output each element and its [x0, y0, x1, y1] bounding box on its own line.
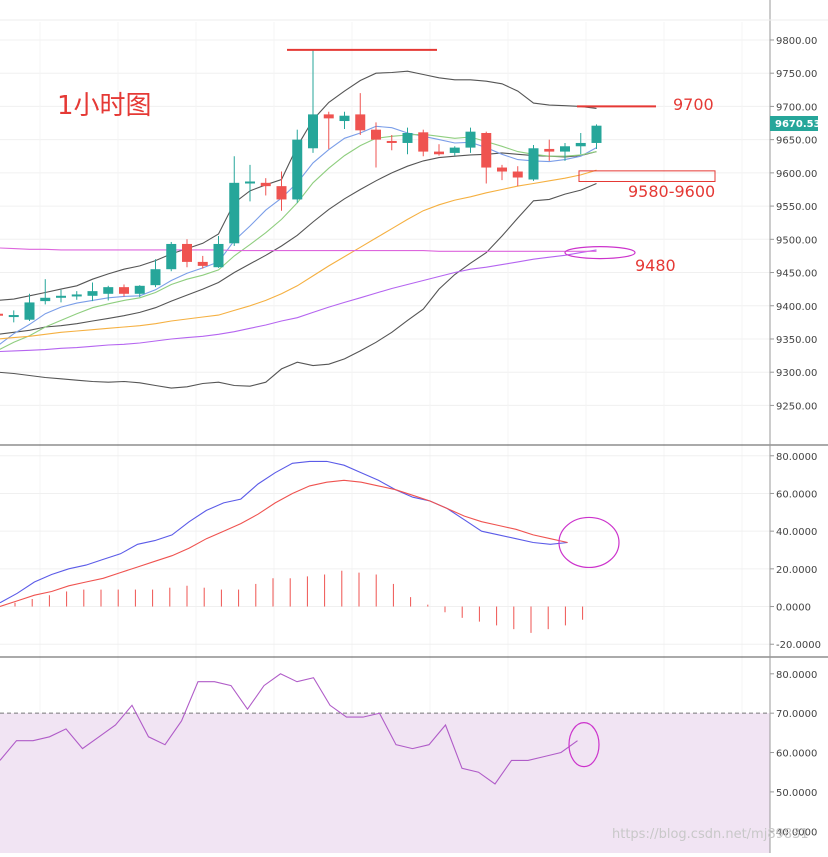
candle-body	[434, 151, 444, 155]
candle-body	[56, 295, 66, 298]
candle-body	[8, 315, 19, 318]
macd-tick-label: 40.0000	[776, 527, 817, 538]
watermark: https://blog.csdn.net/mj89831	[612, 827, 809, 842]
candle-body	[418, 132, 429, 152]
price-tick-label: 9300.00	[776, 368, 817, 379]
price-tick-label: 9400.00	[776, 302, 817, 313]
candle-body	[150, 269, 161, 286]
annotation-9480: 9480	[635, 256, 676, 275]
macd-tick-label: 60.0000	[776, 489, 817, 500]
rsi-tick-label: 60.0000	[776, 749, 817, 760]
support-9480-ellipse	[564, 245, 636, 260]
candle-body	[591, 125, 602, 143]
macd-signal-line	[0, 479, 568, 608]
candle-body	[465, 131, 476, 148]
candle-body	[229, 182, 240, 244]
candle-body	[0, 313, 3, 316]
rsi-tick-label: 70.0000	[776, 709, 817, 720]
price-tick-label: 9550.00	[776, 202, 817, 213]
annotation-9580-9600: 9580-9600	[628, 182, 715, 201]
rsi-overbought-zone	[0, 713, 770, 853]
annotations-layer	[287, 48, 716, 768]
macd-tick-label: 0.0000	[776, 603, 811, 614]
candle-body	[134, 285, 145, 294]
price-tick-label: 9350.00	[776, 335, 817, 346]
candle-body	[182, 243, 192, 262]
candle-body	[166, 243, 177, 270]
candle-body	[481, 132, 492, 168]
candle-body	[213, 243, 224, 268]
price-tick-label: 9250.00	[776, 401, 817, 412]
macd-layer	[0, 460, 584, 633]
candle-body	[119, 287, 129, 294]
candle-body	[449, 147, 460, 153]
candles-layer	[0, 49, 602, 323]
moving-average-layer	[0, 70, 597, 389]
candle-body	[245, 181, 255, 184]
candle-body	[276, 186, 287, 200]
candle-body	[575, 142, 586, 147]
macd-highlight-ellipse	[558, 516, 620, 569]
candle-body	[544, 148, 555, 152]
rsi-tick-label: 80.0000	[776, 670, 817, 681]
candle-body	[386, 140, 397, 143]
candle-body	[355, 114, 366, 131]
current-price-label: 9670.53	[775, 119, 821, 130]
price-tick-label: 9600.00	[776, 169, 817, 180]
ma-long-orange-line	[0, 169, 597, 340]
candle-body	[323, 114, 334, 119]
candle-body	[260, 182, 271, 187]
current-price-badge	[770, 116, 818, 131]
candle-body	[308, 114, 318, 149]
macd-tick-label: 20.0000	[776, 565, 817, 576]
chart-title: 1小时图	[57, 91, 152, 121]
candle-body	[371, 129, 381, 140]
price-tick-label: 9750.00	[776, 69, 817, 80]
ma-purple-line	[0, 249, 597, 353]
candle-body	[339, 115, 350, 122]
rsi-tick-label: 40.0000	[776, 827, 817, 838]
price-tick-label: 9450.00	[776, 269, 817, 280]
rsi-layer	[0, 673, 770, 785]
macd-fast-line	[0, 460, 568, 604]
candle-body	[560, 146, 570, 152]
candle-body	[71, 294, 82, 297]
candle-body	[402, 132, 413, 143]
price-tick-label: 9650.00	[776, 136, 817, 147]
flat-magenta-line	[0, 247, 597, 252]
candle-body	[512, 171, 523, 178]
candle-body	[24, 302, 35, 320]
price-tick-label: 9800.00	[776, 36, 817, 47]
price-tick-label: 9700.00	[776, 102, 817, 113]
macd-tick-label: -20.0000	[776, 640, 821, 651]
candle-body	[40, 297, 51, 302]
bollinger-mid-line	[0, 151, 597, 335]
annotation-9700: 9700	[673, 95, 714, 114]
rsi-highlight-ellipse	[568, 722, 600, 768]
rsi-line	[0, 673, 578, 785]
support-zone-box	[578, 170, 716, 182]
candle-body	[103, 287, 114, 294]
bollinger-lower-line	[0, 182, 597, 389]
candle-body	[197, 261, 208, 266]
macd-tick-label: 80.0000	[776, 452, 817, 463]
ma-mid-line	[0, 133, 597, 350]
candle-body	[87, 291, 98, 296]
price-tick-label: 9500.00	[776, 235, 817, 246]
rsi-tick-label: 50.0000	[776, 788, 817, 799]
candle-body	[528, 148, 539, 180]
candle-body	[292, 139, 303, 200]
candle-body	[497, 167, 507, 172]
